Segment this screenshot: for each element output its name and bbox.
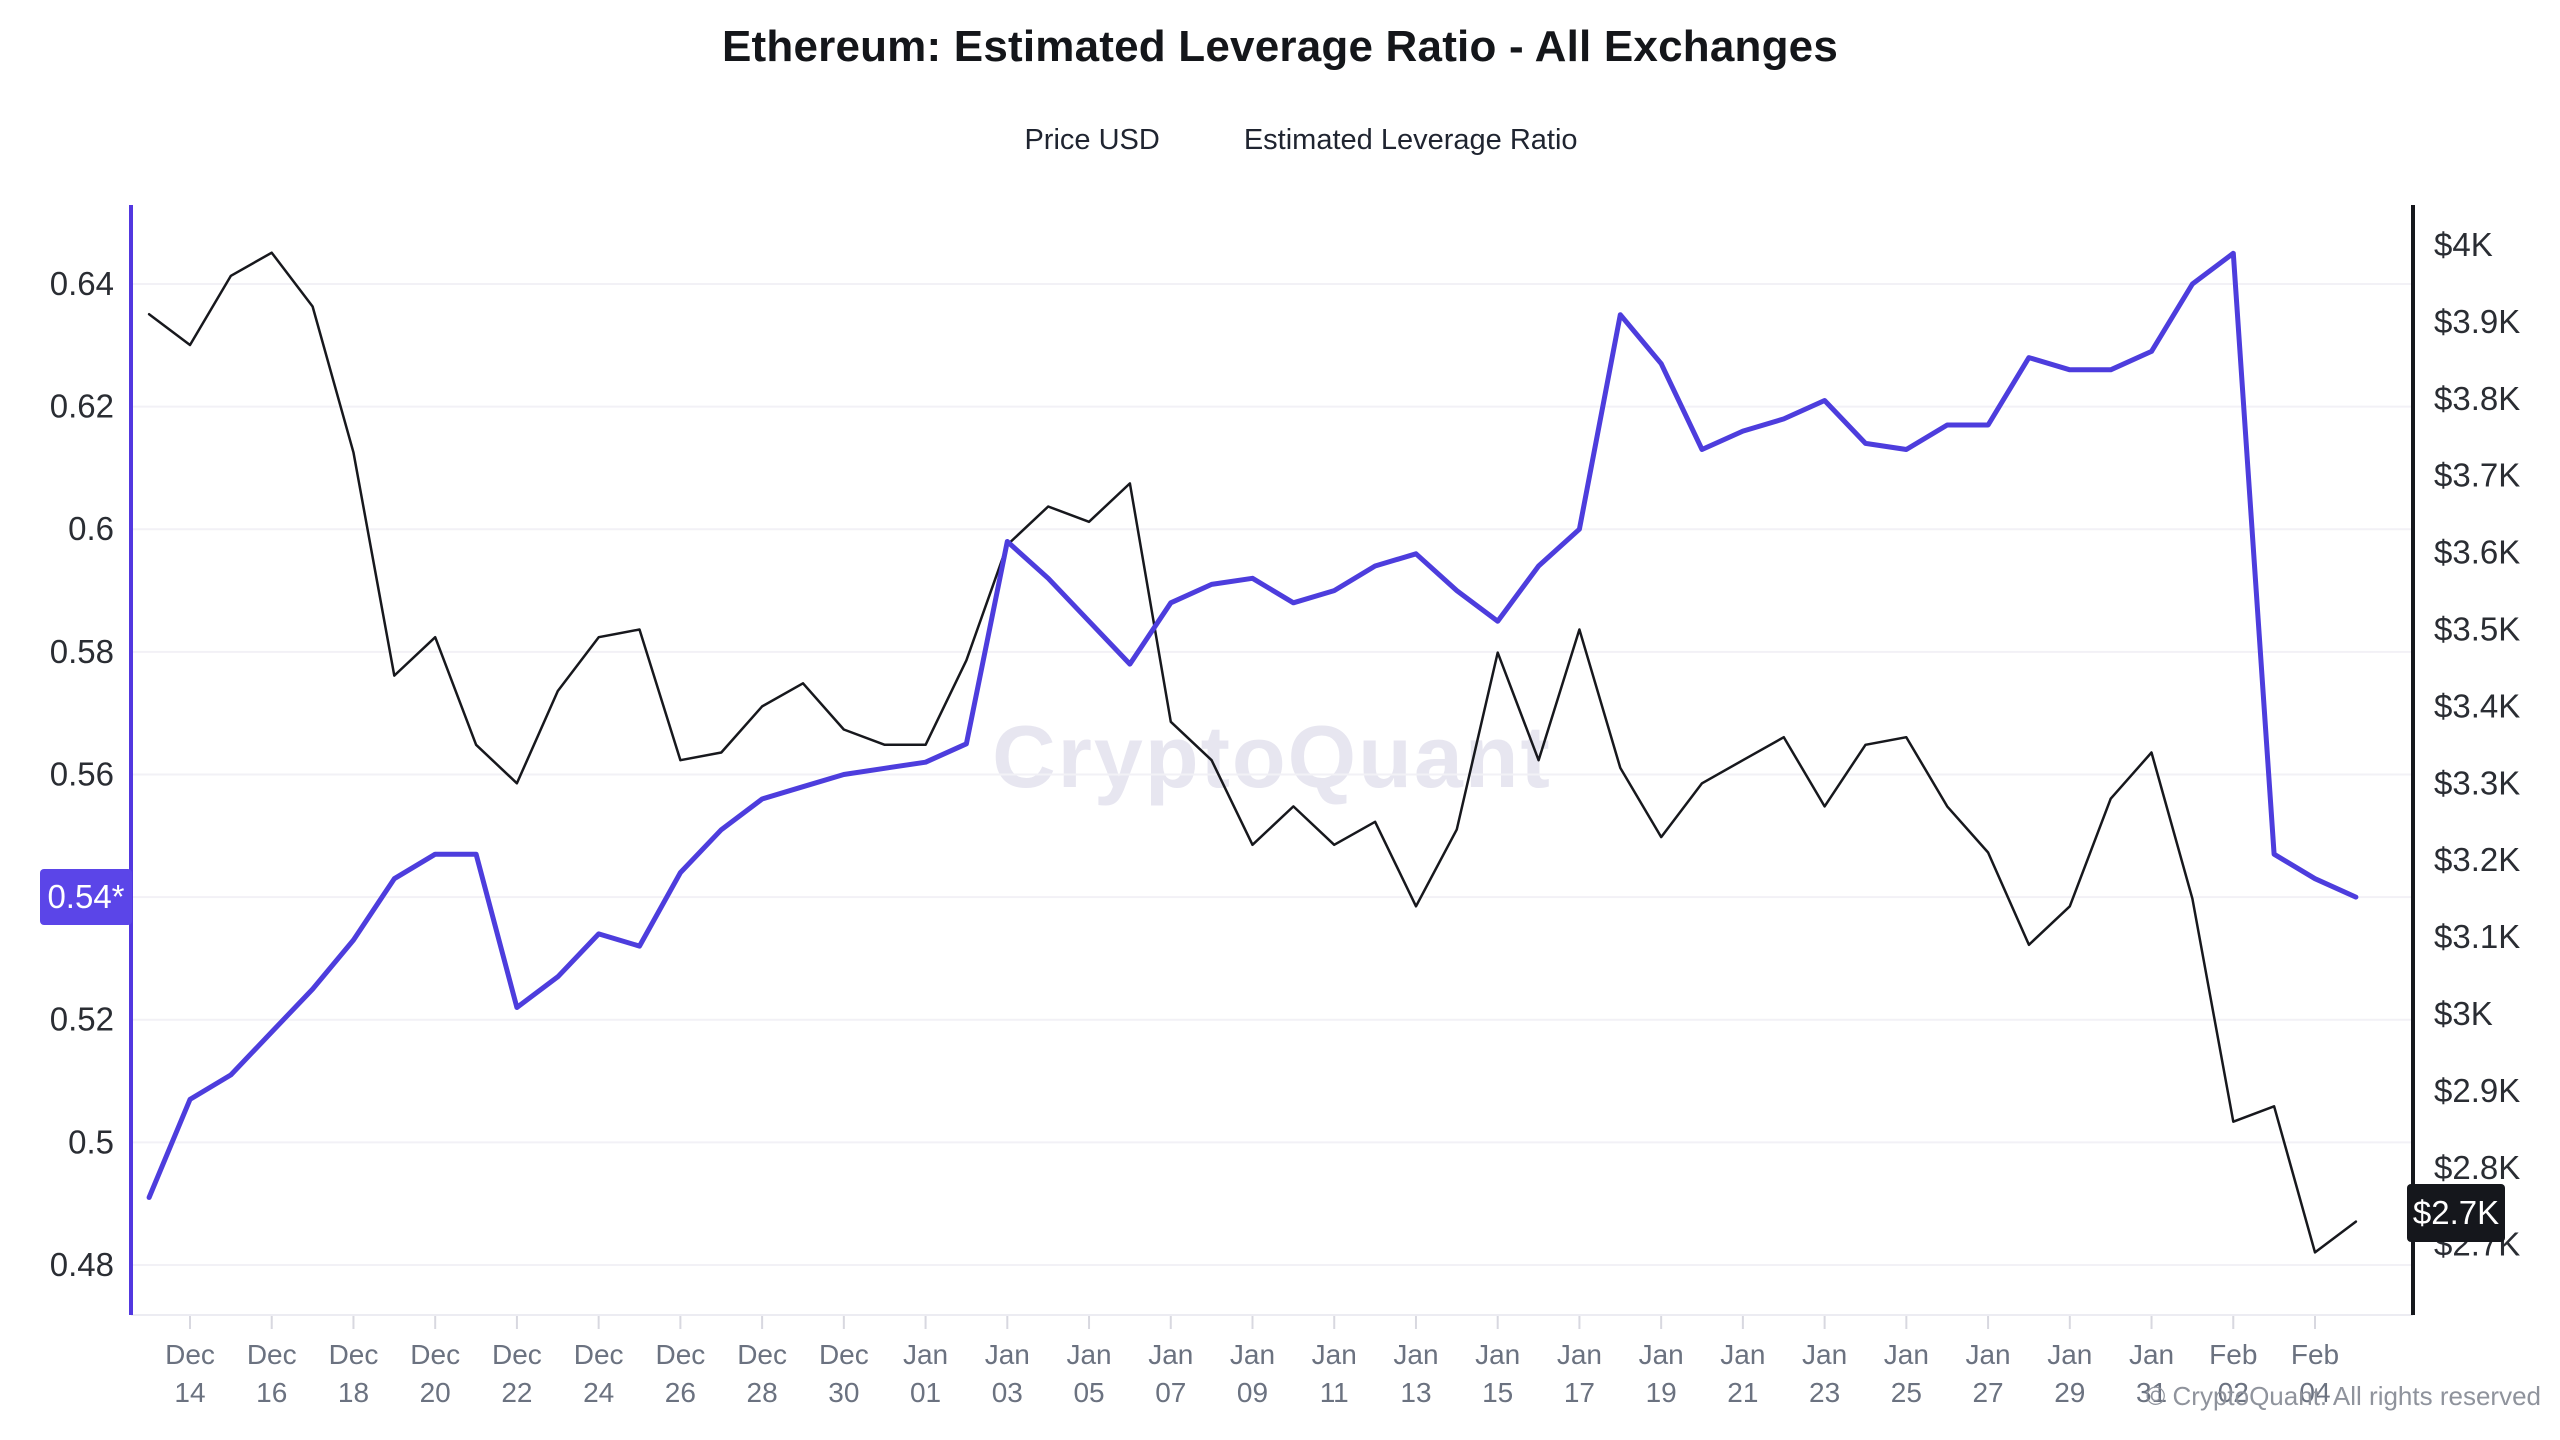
left-axis-tick-label: 0.62: [50, 388, 114, 425]
x-tick-label-day: 03: [992, 1377, 1023, 1408]
x-tick-label-month: Jan: [1884, 1339, 1929, 1370]
x-tick-label-month: Jan: [1639, 1339, 1684, 1370]
x-tick-label-month: Jan: [2129, 1339, 2174, 1370]
x-tick-label-day: 28: [747, 1377, 778, 1408]
x-tick-label-day: 13: [1400, 1377, 1431, 1408]
price-current-value: $2.7K: [2412, 1193, 2500, 1231]
x-tick-label-day: 05: [1073, 1377, 1104, 1408]
x-tick-label-month: Jan: [903, 1339, 948, 1370]
x-tick-label-month: Dec: [165, 1339, 215, 1370]
x-tick-label-month: Jan: [1965, 1339, 2010, 1370]
x-tick-label-day: 19: [1646, 1377, 1677, 1408]
left-axis-tick-label: 0.48: [50, 1246, 114, 1283]
right-axis-tick-label: $3.4K: [2434, 687, 2520, 724]
x-tick-label-day: 30: [828, 1377, 859, 1408]
x-tick-label-month: Feb: [2209, 1339, 2257, 1370]
x-tick-label-month: Jan: [1148, 1339, 1193, 1370]
x-tick-label-day: 07: [1155, 1377, 1186, 1408]
x-tick-label-month: Dec: [410, 1339, 460, 1370]
x-tick-label-month: Jan: [1230, 1339, 1275, 1370]
x-tick-label-month: Dec: [247, 1339, 297, 1370]
right-axis-tick-label: $4K: [2434, 226, 2493, 263]
right-axis-tick-label: $3K: [2434, 995, 2493, 1032]
right-axis-tick-label: $3.5K: [2434, 611, 2520, 648]
x-tick-label-day: 15: [1482, 1377, 1513, 1408]
x-tick-label-month: Jan: [2047, 1339, 2092, 1370]
x-tick-label-day: 18: [338, 1377, 369, 1408]
x-tick-label-month: Dec: [655, 1339, 705, 1370]
price-current-badge: $2.7K: [2407, 1183, 2505, 1242]
left-axis-tick-label: 0.56: [50, 755, 114, 792]
x-tick-label-month: Dec: [574, 1339, 624, 1370]
right-axis-tick-label: $3.3K: [2434, 764, 2520, 801]
legend-label-leverage: Estimated Leverage Ratio: [1243, 124, 1578, 156]
leverage-current-value: 0.54*: [47, 878, 125, 916]
x-tick-label-day: 22: [501, 1377, 532, 1408]
leverage-line: [146, 250, 2359, 1200]
x-tick-label-month: Jan: [1393, 1339, 1438, 1370]
x-tick-label-day: 09: [1237, 1377, 1268, 1408]
chart-legend: Price USD Estimated Leverage Ratio: [0, 124, 2560, 157]
x-tick-label-day: 02: [2218, 1377, 2249, 1408]
right-axis-tick-label: $3.9K: [2434, 303, 2520, 340]
x-tick-label-day: 29: [2054, 1377, 2085, 1408]
chart-title: Ethereum: Estimated Leverage Ratio - All…: [721, 22, 1839, 71]
x-tick-label-day: 01: [910, 1377, 941, 1408]
left-axis-tick-label: 0.6: [68, 510, 114, 547]
x-tick-label-day: 14: [174, 1377, 205, 1408]
left-axis-tick-label: 0.58: [50, 633, 114, 670]
x-tick-label-month: Jan: [1312, 1339, 1357, 1370]
legend-label-price: Price USD: [1024, 124, 1160, 156]
x-tick-label-day: 04: [2299, 1377, 2330, 1408]
right-axis-tick-label: $3.2K: [2434, 841, 2520, 878]
x-tick-label-day: 17: [1564, 1377, 1595, 1408]
x-tick-label-month: Jan: [1066, 1339, 1111, 1370]
left-axis-tick-label: 0.52: [50, 1001, 114, 1038]
x-tick-label-day: 26: [665, 1377, 696, 1408]
x-tick-label-day: 23: [1809, 1377, 1840, 1408]
x-tick-label-month: Jan: [1475, 1339, 1520, 1370]
right-axis-tick-label: $3.8K: [2434, 380, 2520, 417]
x-tick-label-month: Dec: [329, 1339, 379, 1370]
x-tick-label-month: Feb: [2291, 1339, 2339, 1370]
x-tick-label-month: Jan: [1802, 1339, 1847, 1370]
legend-item-leverage[interactable]: Estimated Leverage Ratio: [1202, 124, 1578, 157]
x-tick-label-day: 27: [1972, 1377, 2003, 1408]
right-axis-tick-label: $3.1K: [2434, 918, 2520, 955]
x-tick-label-day: 21: [1727, 1377, 1758, 1408]
x-tick-label-month: Dec: [819, 1339, 869, 1370]
left-axis-tick-label: 0.64: [50, 265, 114, 302]
x-tick-label-month: Jan: [1557, 1339, 1602, 1370]
copyright-notice: © CryptoQuant. All rights reserved: [2146, 1381, 2541, 1411]
left-axis-tick-label: 0.5: [68, 1123, 114, 1160]
x-tick-label-month: Dec: [492, 1339, 542, 1370]
legend-item-price[interactable]: Price USD: [982, 124, 1159, 157]
right-axis-tick-label: $3.6K: [2434, 534, 2520, 571]
x-tick-label-day: 16: [256, 1377, 287, 1408]
right-axis-tick-label: $3.7K: [2434, 457, 2520, 494]
x-tick-label-day: 24: [583, 1377, 614, 1408]
x-tick-label-month: Jan: [985, 1339, 1030, 1370]
right-axis-tick-label: $2.9K: [2434, 1072, 2520, 1109]
x-tick-label-month: Jan: [1720, 1339, 1765, 1370]
leverage-current-badge: 0.54*: [40, 869, 132, 926]
x-tick-label-month: Dec: [737, 1339, 787, 1370]
x-tick-label-day: 11: [1320, 1377, 1349, 1408]
price-line: [147, 251, 2358, 1254]
x-tick-label-day: 25: [1891, 1377, 1922, 1408]
cryptoquant-watermark: CryptoQuant: [992, 707, 1552, 806]
x-tick-label-day: 31: [2136, 1377, 2167, 1408]
right-axis-tick-label: $2.8K: [2434, 1149, 2520, 1186]
x-tick-label-day: 20: [420, 1377, 451, 1408]
